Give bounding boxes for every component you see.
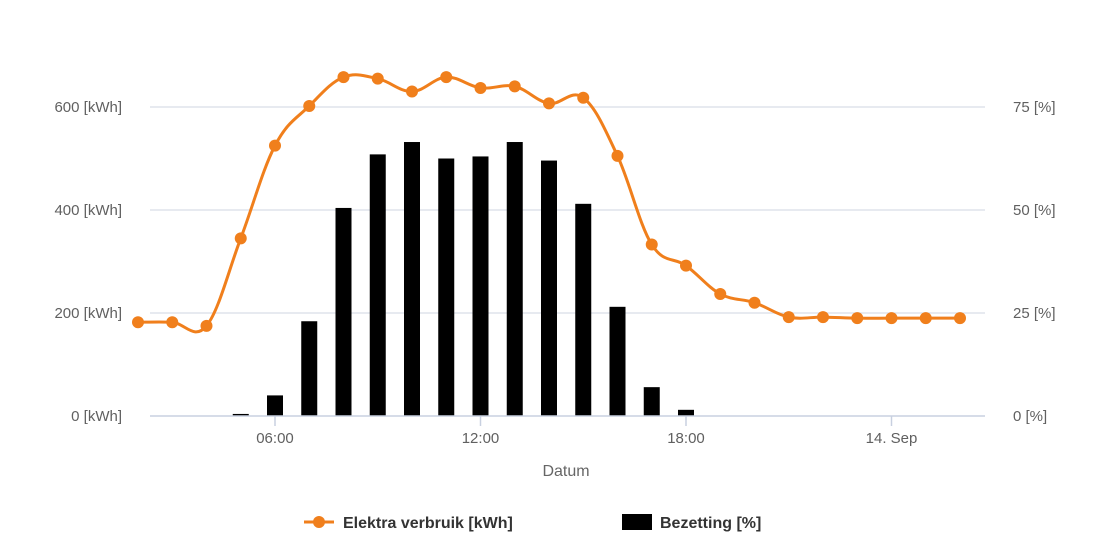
line-point[interactable] xyxy=(611,149,624,162)
y-left-tick-label: 400 [kWh] xyxy=(54,202,122,219)
line-point[interactable] xyxy=(234,232,247,245)
bar[interactable] xyxy=(438,158,455,417)
y-right-tick-label: 0 [%] xyxy=(1013,408,1047,425)
line-series-elektra xyxy=(132,71,966,334)
bar-series-bezetting xyxy=(232,142,694,417)
line-point[interactable] xyxy=(474,81,487,94)
line-point[interactable] xyxy=(885,312,898,325)
line-point[interactable] xyxy=(680,259,692,272)
line-point[interactable] xyxy=(132,316,144,329)
line-point[interactable] xyxy=(303,99,316,112)
y-right-tick-label: 75 [%] xyxy=(1013,99,1056,116)
line-point[interactable] xyxy=(200,319,213,332)
y-right-tick-label: 50 [%] xyxy=(1013,202,1056,219)
x-tick-label: 14. Sep xyxy=(866,430,918,447)
legend-bar-swatch xyxy=(622,514,652,530)
bar[interactable] xyxy=(506,142,523,416)
x-axis-title: Datum xyxy=(542,463,589,480)
legend-item-elektra[interactable]: Elektra verbruik [kWh] xyxy=(304,515,513,532)
line-point[interactable] xyxy=(748,296,761,309)
y-left-tick-label: 200 [kWh] xyxy=(54,305,122,322)
legend-label-elektra: Elektra verbruik [kWh] xyxy=(343,515,513,532)
line-point[interactable] xyxy=(714,287,727,300)
bar[interactable] xyxy=(267,395,283,416)
line-point[interactable] xyxy=(440,71,453,84)
bar[interactable] xyxy=(575,203,592,416)
legend-label-bezetting: Bezetting [%] xyxy=(660,515,761,532)
y-left-tick-label: 600 [kWh] xyxy=(54,99,122,116)
line-point[interactable] xyxy=(166,316,179,329)
line-point[interactable] xyxy=(851,312,864,325)
y-right-tick-label: 25 [%] xyxy=(1013,305,1056,322)
bar[interactable] xyxy=(643,387,660,416)
line-point[interactable] xyxy=(269,139,281,152)
y-left-tick-label: 0 [kWh] xyxy=(71,408,122,425)
legend-marker-swatch xyxy=(313,516,325,528)
bar[interactable] xyxy=(232,413,249,416)
line-point[interactable] xyxy=(817,311,829,324)
legend: Elektra verbruik [kWh] Bezetting [%] xyxy=(304,514,761,532)
line-point[interactable] xyxy=(543,97,555,110)
bar[interactable] xyxy=(335,207,352,416)
bar[interactable] xyxy=(404,142,420,416)
axes: 0 [kWh] 0 [%] 200 [kWh] 25 [%] 400 [kWh] 50 [… xyxy=(54,99,1055,447)
x-tick-label: 06:00 xyxy=(256,430,294,447)
line-point[interactable] xyxy=(577,91,590,104)
bar[interactable] xyxy=(678,409,694,416)
bar[interactable] xyxy=(472,156,489,416)
bar[interactable] xyxy=(369,154,386,416)
bar[interactable] xyxy=(609,306,626,416)
line-point[interactable] xyxy=(919,312,932,325)
bar[interactable] xyxy=(541,160,557,416)
line-point[interactable] xyxy=(406,85,418,98)
line-point[interactable] xyxy=(954,312,966,325)
bar[interactable] xyxy=(301,321,318,416)
line-point[interactable] xyxy=(782,311,795,324)
gridlines xyxy=(150,106,985,314)
x-tick-label: 12:00 xyxy=(462,430,500,447)
legend-item-bezetting[interactable]: Bezetting [%] xyxy=(622,514,761,532)
x-tick-label: 18:00 xyxy=(667,430,705,447)
line-point[interactable] xyxy=(645,238,658,251)
line-point[interactable] xyxy=(508,80,521,93)
line-point[interactable] xyxy=(371,72,384,85)
line-point[interactable] xyxy=(337,71,350,84)
